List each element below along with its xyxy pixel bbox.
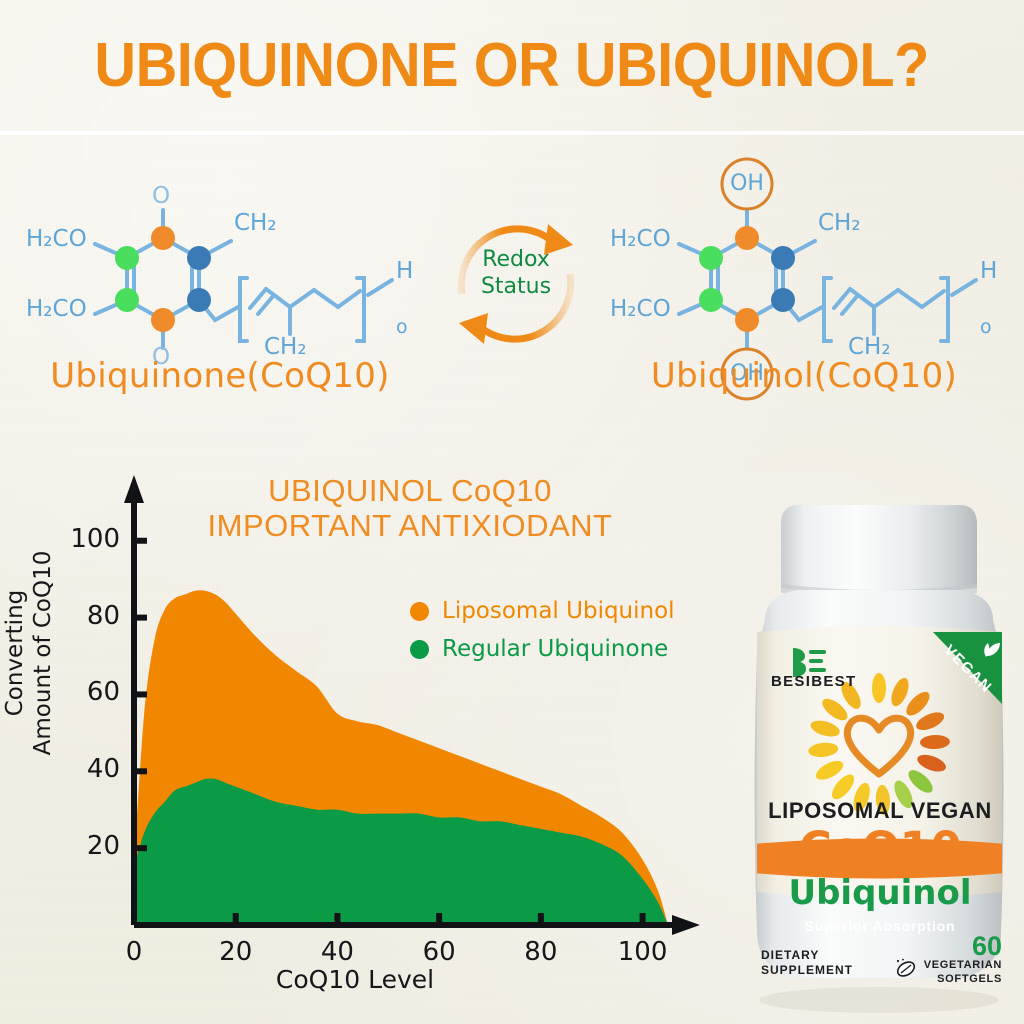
label-top-oxygen: O (152, 183, 171, 209)
product-name: CoQ10 (798, 822, 962, 875)
label-bottom-hydroxyl: OH (730, 361, 764, 386)
redox-cycle: Redox Status (440, 208, 592, 360)
x-tick-label: 100 (617, 937, 668, 967)
legend-color-swatch (410, 639, 429, 659)
legend-color-swatch (410, 601, 429, 621)
hydroxyl-highlight-top (720, 157, 774, 211)
coq10-area-chart: UBIQUINOL CoQ10 IMPORTANT ANTIXIODANT Co… (0, 455, 720, 1015)
label-ring-methyl: CH₂ (818, 210, 861, 236)
label-top-hydroxyl: OH (730, 171, 764, 196)
label-chain-subscript: o (980, 316, 992, 338)
legend-label: Liposomal Ubiquinol (442, 598, 675, 624)
product-bottle[interactable]: VEGAN (735, 492, 1024, 1024)
bottle-svg: VEGAN (754, 505, 1004, 1013)
chart-title: UBIQUINOL CoQ10 IMPORTANT ANTIXIODANT (150, 473, 670, 543)
bottle-cap (781, 505, 977, 594)
chart-series-areas (134, 590, 668, 925)
redox-arrows-icon (457, 224, 575, 344)
series-area-regular-ubiquinone (134, 778, 668, 925)
legend-label: Regular Ubiquinone (442, 636, 669, 662)
label-bottom-oxygen: O (152, 344, 171, 370)
header-banner: UBIQUINONE OR UBIQUINOL? (0, 0, 1024, 130)
label-chain-hydrogen: H (396, 258, 414, 284)
chart-title-line-1: UBIQUINOL CoQ10 (268, 473, 552, 508)
legend-item[interactable]: Regular Ubiquinone (410, 636, 675, 662)
banner-strip (757, 838, 1002, 879)
ubiquinol-structure: OH OH H₂CO H₂CO CH₂ CH₂ H o (584, 148, 1024, 410)
chart-x-axis-label: CoQ10 Level (275, 965, 435, 994)
ubiquinol-caption: Ubiquinol(CoQ10) (650, 356, 958, 396)
label-chain-hydrogen: H (980, 258, 998, 284)
redox-status-label: Redox Status (440, 246, 592, 300)
label-chain-methyl: CH₂ (264, 334, 307, 360)
y-tick-label: 20 (86, 831, 120, 862)
chart-legend: Liposomal Ubiquinol Regular Ubiquinone (410, 598, 675, 674)
redox-line-1: Redox (482, 247, 550, 272)
redox-line-2: Status (480, 274, 552, 299)
page-title: UBIQUINONE OR UBIQUINOL? (94, 30, 930, 100)
chart-plot-svg (124, 475, 700, 935)
brand-name: BESIBEST (771, 673, 857, 690)
dietary-line-1: DIETARY (761, 948, 820, 962)
y-axis-arrowhead (124, 475, 144, 503)
x-axis-arrowhead (672, 915, 700, 935)
heart-icon (843, 714, 915, 778)
sunburst-heart-logo (808, 673, 950, 815)
besibest-logo-icon (793, 648, 826, 677)
softgel-capsule-icon (896, 958, 916, 977)
header-divider (0, 131, 1024, 135)
label-chain-methyl: CH₂ (848, 334, 891, 360)
dietary-supplement-text: DIETARY SUPPLEMENT (761, 948, 853, 978)
label-methoxy-bottom: H₂CO (26, 296, 87, 322)
ubiquinone-structure: O O H₂CO H₂CO CH₂ CH₂ H o (0, 148, 440, 410)
bottle-label-panel (757, 626, 1002, 898)
ring-atom-dots (115, 226, 211, 332)
y-tick-label: 80 (86, 600, 120, 631)
softgel-line-1: VEGETARIAN (923, 959, 1002, 971)
ubiquinol-svg (677, 157, 978, 401)
label-methoxy-top: H₂CO (610, 226, 671, 252)
product-subtitle: LIPOSOMAL VEGAN (768, 798, 992, 823)
ring-atom-dots (699, 226, 795, 332)
y-tick-label: 60 (86, 677, 120, 708)
label-chain-subscript: o (396, 316, 408, 338)
softgel-count: 60 (971, 931, 1002, 961)
chart-tick-marks (134, 537, 646, 925)
x-tick-label: 20 (219, 937, 253, 967)
legend-item[interactable]: Liposomal Ubiquinol (410, 598, 675, 624)
leaf-icon (984, 643, 1000, 657)
softgel-type-text: VEGETARIAN SOFTGELS (924, 958, 1002, 986)
label-ring-methyl: CH₂ (234, 210, 277, 236)
x-tick-label: 80 (524, 937, 558, 967)
product-variant: Ubiquinol (788, 873, 972, 913)
x-tick-label: 40 (320, 937, 354, 967)
softgel-line-2: SOFTGELS (937, 973, 1002, 985)
sunburst-petals (808, 673, 950, 815)
x-tick-label: 60 (422, 937, 456, 967)
x-tick-label: 0 (125, 937, 143, 967)
bottle-shadow (759, 987, 999, 1013)
label-methoxy-bottom: H₂CO (610, 296, 671, 322)
dietary-line-2: SUPPLEMENT (761, 963, 854, 977)
y-tick-label: 100 (70, 523, 120, 554)
chart-title-line-2: IMPORTANT ANTIXIODANT (207, 508, 613, 543)
y-tick-label: 40 (86, 754, 120, 785)
hydroxyl-highlight-bottom (720, 347, 774, 401)
ubiquinone-svg (93, 208, 394, 350)
ubiquinone-caption: Ubiquinone(CoQ10) (50, 356, 390, 396)
chart-axes (124, 475, 700, 935)
label-methoxy-top: H₂CO (26, 226, 87, 252)
product-banner-text: Superior Absorption (804, 918, 956, 934)
